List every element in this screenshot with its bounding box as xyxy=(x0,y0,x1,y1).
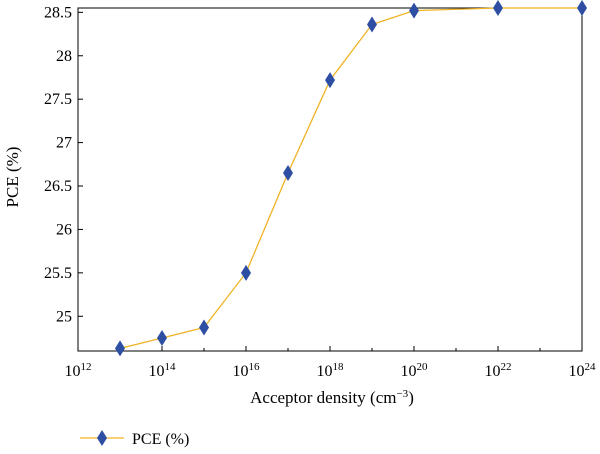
data-point-marker xyxy=(157,329,167,346)
y-tick-label: 27.5 xyxy=(44,91,72,108)
data-point-marker xyxy=(367,16,377,33)
y-tick-label: 27 xyxy=(56,135,72,152)
data-point-marker xyxy=(493,0,503,16)
y-tick-label: 26 xyxy=(56,221,72,238)
x-tick-label: 1022 xyxy=(485,361,512,380)
legend-diamond-marker xyxy=(97,430,107,446)
plot-border xyxy=(77,7,583,352)
data-point-marker xyxy=(325,72,335,89)
series-line xyxy=(119,7,582,350)
plot-frame xyxy=(77,7,583,352)
x-tick-label: 1024 xyxy=(569,361,597,380)
series-group xyxy=(115,0,587,357)
x-tick-label: 1012 xyxy=(65,361,92,380)
data-point-marker xyxy=(199,319,209,336)
y-axis-label: PCE (%) xyxy=(3,147,22,208)
y-tick-label: 25.5 xyxy=(44,265,72,282)
x-axis-ticks: 1012 1014 1016 1018 1020 1022 1024 xyxy=(65,346,597,380)
y-axis-ticks: 25 25.5 26 26.5 27 27.5 28 28.5 xyxy=(44,4,83,325)
y-tick-label: 28 xyxy=(56,48,72,65)
data-point-marker xyxy=(577,0,587,16)
data-point-marker xyxy=(409,2,419,19)
data-point-marker xyxy=(241,264,251,281)
data-point-marker xyxy=(283,164,293,181)
x-tick-label: 1020 xyxy=(401,361,429,380)
y-tick-label: 28.5 xyxy=(44,4,72,21)
x-axis-label: Acceptor density (cm−3) xyxy=(250,388,414,407)
x-tick-label: 1018 xyxy=(317,361,345,380)
y-tick-label: 26.5 xyxy=(44,178,72,195)
x-tick-label: 1016 xyxy=(233,361,261,380)
legend-label: PCE (%) xyxy=(132,431,189,448)
legend: PCE (%) xyxy=(80,430,189,448)
data-point-marker xyxy=(115,340,125,357)
x-tick-label: 1014 xyxy=(149,361,177,380)
y-tick-label: 25 xyxy=(56,308,72,325)
